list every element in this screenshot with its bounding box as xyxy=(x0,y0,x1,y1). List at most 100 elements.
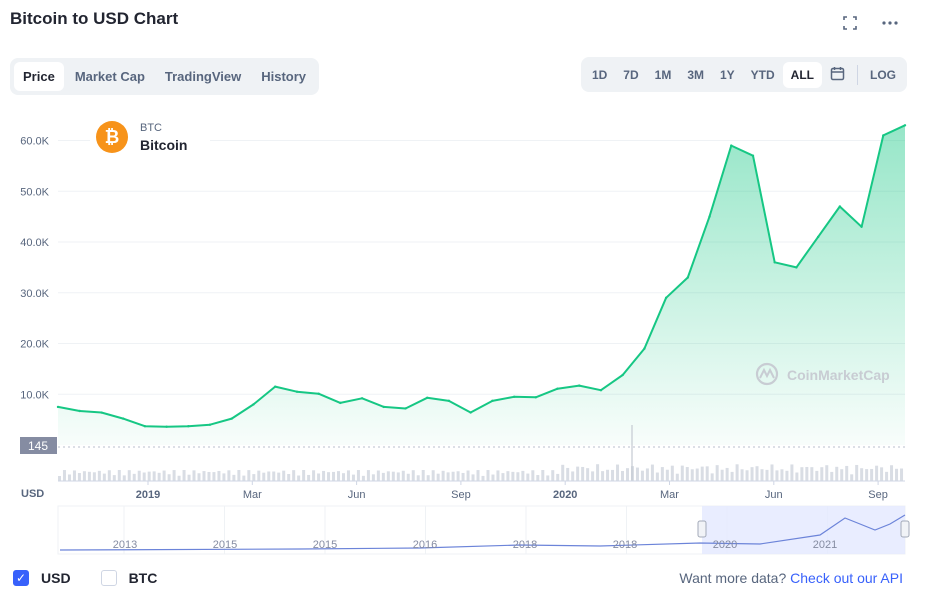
price-point xyxy=(447,399,451,403)
range-ytd[interactable]: YTD xyxy=(750,67,775,82)
volume-bar xyxy=(855,464,859,481)
range-1m[interactable]: 1M xyxy=(654,67,672,82)
time-range-selector: 1D 7D 1M 3M 1Y YTD ALL LOG xyxy=(580,57,907,92)
volume-bar xyxy=(351,474,355,481)
volume-bar xyxy=(601,471,605,481)
tab-tradingview[interactable]: TradingView xyxy=(164,69,242,84)
coin-symbol: BTC xyxy=(140,121,162,134)
volume-bar xyxy=(640,470,644,481)
volume-label: 145 xyxy=(28,439,48,453)
volume-bar xyxy=(262,472,266,481)
volume-bar xyxy=(516,472,520,481)
tab-price[interactable]: Price xyxy=(14,62,64,91)
api-link[interactable]: Check out our API xyxy=(790,570,903,586)
price-point xyxy=(339,401,342,405)
api-prefix: Want more data? xyxy=(679,570,787,586)
volume-bar xyxy=(740,469,744,481)
volume-bar xyxy=(710,473,714,481)
price-point xyxy=(404,407,407,410)
price-point xyxy=(578,384,581,387)
range-3m[interactable]: 3M xyxy=(687,67,704,82)
volume-bar xyxy=(725,467,729,481)
btc-label: BTC xyxy=(128,570,158,586)
volume-bar xyxy=(292,470,296,481)
btc-checkbox[interactable] xyxy=(100,570,117,586)
price-point xyxy=(903,124,907,127)
volume-bars: 145 xyxy=(20,425,905,482)
volume-bar xyxy=(361,475,365,481)
calendar-icon[interactable] xyxy=(822,61,853,89)
volume-bar xyxy=(820,467,824,481)
volume-bar xyxy=(665,469,669,481)
volume-bar xyxy=(870,468,874,481)
tab-history[interactable]: History xyxy=(261,69,307,84)
x-tick-label: Mar xyxy=(243,489,262,501)
navigator-left-handle[interactable] xyxy=(697,520,707,538)
volume-bar xyxy=(885,471,889,481)
volume-bar xyxy=(237,470,241,481)
price-point xyxy=(469,411,472,414)
price-point xyxy=(512,395,516,398)
coinmarketcap-logo-icon xyxy=(755,362,779,386)
price-point xyxy=(708,215,711,218)
range-7d[interactable]: 7D xyxy=(623,67,639,82)
price-point xyxy=(230,417,233,420)
log-scale-toggle[interactable]: LOG xyxy=(870,67,896,82)
volume-bar xyxy=(282,470,286,481)
volume-bar xyxy=(137,470,141,481)
volume-bar xyxy=(486,470,490,481)
navigator-year-label: 2013 xyxy=(113,539,137,551)
volume-bar xyxy=(705,466,709,481)
price-point xyxy=(621,373,624,377)
volume-bar xyxy=(426,475,430,481)
volume-bar xyxy=(521,470,525,481)
volume-bar xyxy=(297,475,301,481)
volume-bar xyxy=(217,470,221,481)
volume-bar xyxy=(865,469,869,481)
volume-bar xyxy=(107,470,111,481)
volume-bar xyxy=(207,471,211,481)
price-point xyxy=(295,390,299,393)
volume-bar xyxy=(591,471,595,481)
price-point xyxy=(273,385,277,388)
volume-bar xyxy=(755,466,759,481)
api-promo: Want more data? Check out our API xyxy=(679,570,903,586)
price-point xyxy=(56,405,60,409)
range-1y[interactable]: 1Y xyxy=(719,67,735,82)
usd-checkbox[interactable]: ✓ xyxy=(13,570,29,586)
volume-bar xyxy=(566,467,570,481)
volume-bar xyxy=(466,470,470,481)
coin-name: Bitcoin xyxy=(140,136,188,153)
volume-bar xyxy=(222,473,226,481)
range-all[interactable]: ALL xyxy=(782,61,822,88)
range-navigator[interactable]: 2013 2015 2015 2016 2018 2018 2020 2021 xyxy=(57,505,925,555)
volume-bar xyxy=(436,473,440,481)
price-point xyxy=(143,425,147,428)
navigator-selection[interactable] xyxy=(702,506,905,554)
tab-market-cap[interactable]: Market Cap xyxy=(74,69,145,84)
fullscreen-icon[interactable] xyxy=(841,14,859,32)
volume-bar xyxy=(536,475,540,481)
navigator-year-label: 2015 xyxy=(313,539,337,551)
more-options-icon[interactable] xyxy=(881,14,899,32)
volume-bar xyxy=(391,471,395,481)
volume-bar xyxy=(621,470,625,481)
volume-bar xyxy=(132,473,136,481)
range-1d[interactable]: 1D xyxy=(591,67,608,82)
usd-label: USD xyxy=(41,570,71,586)
navigator-year-label: 2016 xyxy=(413,539,437,551)
price-point xyxy=(208,423,212,426)
volume-bar xyxy=(830,471,834,481)
price-point xyxy=(382,405,385,409)
volume-bar xyxy=(750,467,754,481)
volume-bar xyxy=(795,472,799,481)
volume-bar xyxy=(685,467,689,481)
y-tick-label: 30.0K xyxy=(20,288,49,300)
volume-bar xyxy=(810,467,814,481)
price-chart[interactable]: 145 10.0K 20.0K 30.0K 40.0K 50.0K 60.0K USD 201… xyxy=(0,0,925,566)
price-point xyxy=(360,397,364,400)
volume-bar xyxy=(670,465,674,481)
navigator-right-handle[interactable] xyxy=(900,520,910,538)
bitcoin-logo-icon: ₿ xyxy=(96,121,128,153)
y-tick-label: 40.0K xyxy=(20,237,49,249)
